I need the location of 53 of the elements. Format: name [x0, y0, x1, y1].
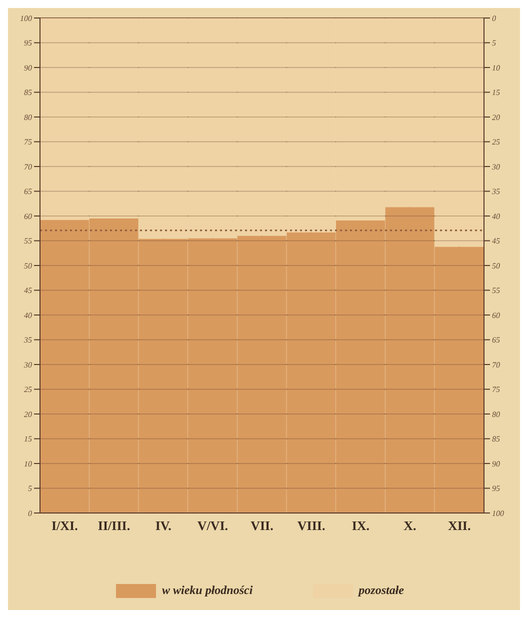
- y2-tick-label: 55: [492, 286, 500, 296]
- y-tick-label: 100: [20, 14, 32, 23]
- y2-tick-label: 90: [492, 459, 500, 468]
- y-tick-label: 90: [24, 63, 32, 72]
- y2-tick-label: 60: [492, 310, 500, 320]
- y-tick-label: 30: [23, 360, 32, 370]
- y2-tick-label: 50: [492, 261, 500, 270]
- y-tick-label: 85: [24, 88, 32, 98]
- y2-tick-label: 95: [492, 484, 500, 494]
- y-tick-label: 60: [24, 212, 32, 221]
- y-tick-label: 15: [24, 434, 32, 444]
- y-tick-label: 5: [28, 484, 32, 494]
- y-tick-label: 25: [24, 385, 32, 394]
- y2-tick-label: 80: [492, 410, 500, 419]
- y2-tick-label: 85: [492, 434, 500, 444]
- y2-tick-label: 45: [492, 236, 500, 246]
- y-tick-label: 35: [23, 336, 32, 345]
- x-tick-label: IX.: [352, 518, 370, 534]
- y-tick-label: 10: [24, 459, 32, 468]
- y-tick-label: 50: [24, 261, 32, 270]
- y2-tick-label: 65: [492, 336, 500, 345]
- y2-tick-label: 30: [491, 162, 500, 172]
- y2-tick-label: 40: [492, 212, 500, 221]
- legend-label: w wieku płodności: [162, 583, 253, 598]
- y2-tick-label: 100: [492, 508, 504, 518]
- legend-label: pozostałe: [358, 583, 404, 598]
- x-tick-label: IV.: [155, 518, 172, 534]
- x-tick-label: VIII.: [297, 518, 326, 534]
- y2-tick-label: 70: [492, 360, 500, 370]
- y-tick-label: 75: [24, 138, 32, 147]
- y2-tick-label: 15: [492, 88, 500, 98]
- y-tick-label: 65: [24, 187, 32, 196]
- y-tick-label: 95: [24, 38, 32, 48]
- x-tick-label: XII.: [448, 518, 471, 534]
- x-tick-label: V/VI.: [197, 518, 228, 534]
- x-tick-label: I/XI.: [51, 518, 78, 534]
- y-tick-label: 40: [24, 310, 32, 320]
- y2-tick-label: 35: [491, 187, 500, 196]
- y-tick-label: 45: [24, 286, 32, 296]
- y-tick-label: 55: [24, 236, 32, 246]
- y2-tick-label: 5: [492, 38, 496, 48]
- y-tick-label: 20: [24, 410, 32, 419]
- x-tick-label: II/III.: [98, 518, 130, 534]
- y-tick-label: 80: [24, 112, 32, 122]
- y2-tick-label: 10: [492, 63, 500, 72]
- y2-tick-label: 0: [492, 14, 496, 23]
- y-tick-label: 0: [28, 508, 32, 518]
- y2-tick-label: 20: [492, 112, 500, 122]
- x-tick-label: X.: [404, 518, 416, 534]
- y2-tick-label: 75: [492, 385, 500, 394]
- x-tick-label: VII.: [250, 518, 274, 534]
- y-tick-label: 70: [24, 162, 32, 172]
- y2-tick-label: 25: [492, 138, 500, 147]
